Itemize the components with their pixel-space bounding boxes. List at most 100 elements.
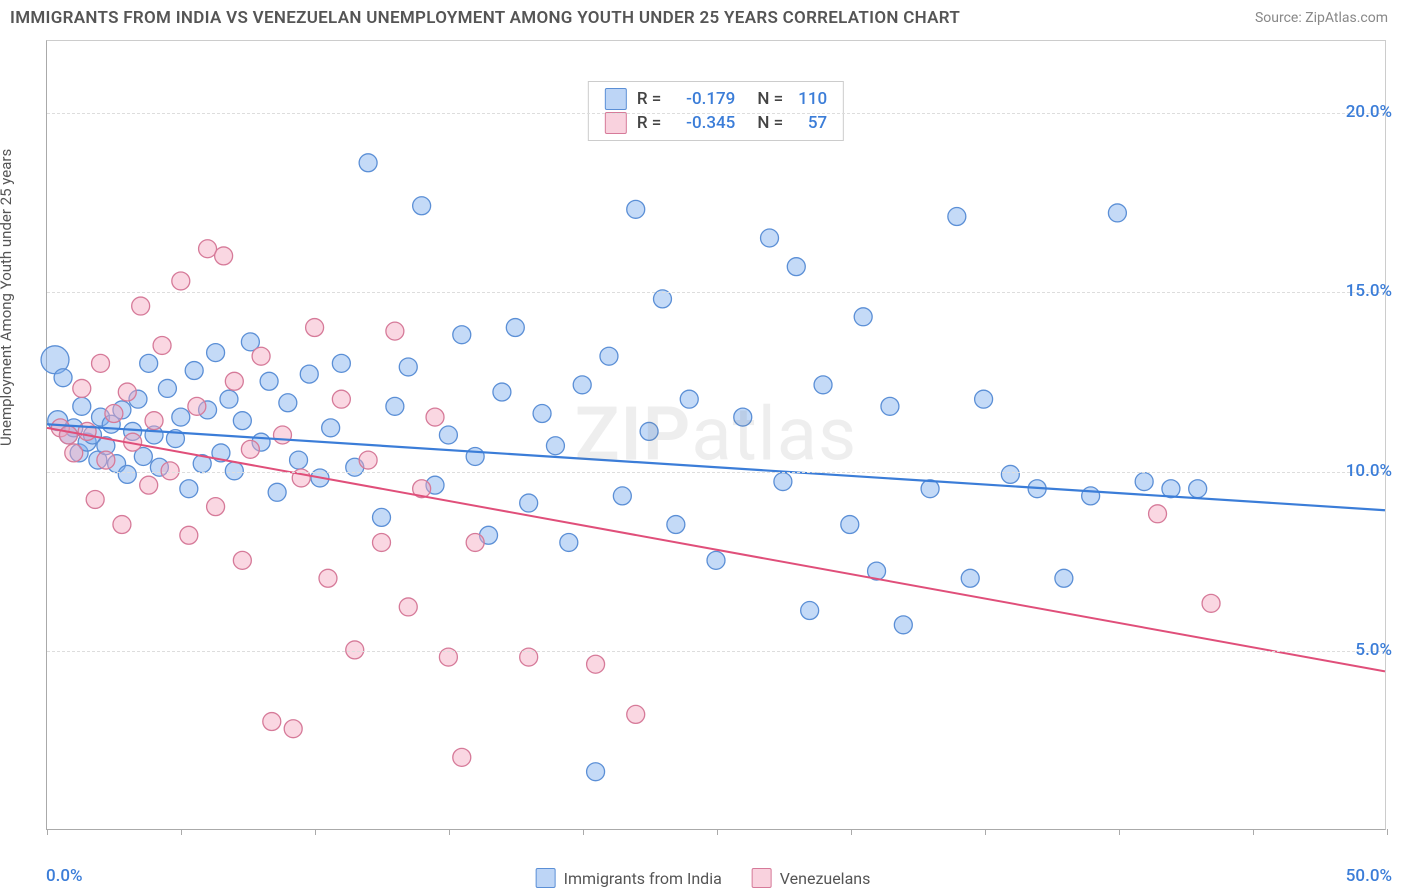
scatter-point-india <box>359 154 377 172</box>
scatter-point-india <box>207 344 225 362</box>
scatter-point-venezuela <box>97 451 115 469</box>
scatter-point-india <box>680 390 698 408</box>
scatter-point-venezuela <box>92 354 110 372</box>
scatter-point-venezuela <box>153 336 171 354</box>
scatter-point-india <box>413 197 431 215</box>
scatter-point-india <box>233 412 251 430</box>
scatter-point-india <box>290 451 308 469</box>
n-label: N = <box>757 113 783 133</box>
scatter-point-venezuela <box>241 440 259 458</box>
gridline <box>47 113 1385 114</box>
scatter-point-india <box>948 208 966 226</box>
chart-container: IMMIGRANTS FROM INDIA VS VENEZUELAN UNEM… <box>0 0 1406 892</box>
scatter-point-venezuela <box>426 408 444 426</box>
scatter-point-india <box>73 397 91 415</box>
scatter-point-india <box>172 408 190 426</box>
r-label: R = <box>637 113 662 133</box>
scatter-point-india <box>300 365 318 383</box>
y-axis-label: Unemployment Among Youth under 25 years <box>0 149 15 446</box>
trendline <box>47 428 1385 672</box>
scatter-point-india <box>975 390 993 408</box>
scatter-point-venezuela <box>78 422 96 440</box>
scatter-point-india <box>373 508 391 526</box>
correlation-legend: R =-0.179N =110R =-0.345N =57 <box>588 81 844 141</box>
scatter-point-india <box>640 422 658 440</box>
scatter-point-venezuela <box>306 319 324 337</box>
legend-item: Venezuelans <box>752 868 871 888</box>
scatter-point-india <box>1189 480 1207 498</box>
scatter-point-venezuela <box>105 405 123 423</box>
scatter-point-india <box>180 480 198 498</box>
scatter-point-india <box>386 397 404 415</box>
scatter-point-india <box>506 319 524 337</box>
scatter-point-india <box>493 383 511 401</box>
scatter-point-india <box>1001 465 1019 483</box>
legend-swatch <box>605 112 627 134</box>
bottom-legend: Immigrants from India Venezuelans <box>536 868 871 888</box>
scatter-point-india <box>854 308 872 326</box>
n-value: 110 <box>793 89 827 109</box>
source-label: Source: ZipAtlas.com <box>1255 10 1388 26</box>
scatter-point-venezuela <box>145 412 163 430</box>
scatter-point-india <box>1108 204 1126 222</box>
r-value: -0.345 <box>671 113 735 133</box>
x-max-label: 50.0% <box>1346 866 1392 886</box>
scatter-point-venezuela <box>263 713 281 731</box>
scatter-point-india <box>761 229 779 247</box>
scatter-point-india <box>118 465 136 483</box>
scatter-point-venezuela <box>1202 594 1220 612</box>
gridline <box>47 472 1385 473</box>
scatter-point-venezuela <box>627 705 645 723</box>
scatter-point-india <box>260 372 278 390</box>
plot-area: ZIPatlas R =-0.179N =110R =-0.345N =57 <box>46 40 1386 830</box>
x-tick <box>181 829 182 835</box>
scatter-point-india <box>332 354 350 372</box>
scatter-point-india <box>587 763 605 781</box>
scatter-point-venezuela <box>172 272 190 290</box>
x-tick <box>1119 829 1120 835</box>
y-tick-label: 10.0% <box>1346 461 1392 481</box>
scatter-point-venezuela <box>180 526 198 544</box>
scatter-point-india <box>520 494 538 512</box>
scatter-point-india <box>279 394 297 412</box>
scatter-point-india <box>707 551 725 569</box>
scatter-point-venezuela <box>346 641 364 659</box>
scatter-point-india <box>573 376 591 394</box>
scatter-point-india <box>399 358 417 376</box>
scatter-point-venezuela <box>466 533 484 551</box>
scatter-point-venezuela <box>225 372 243 390</box>
scatter-point-venezuela <box>215 247 233 265</box>
scatter-point-venezuela <box>118 383 136 401</box>
x-tick <box>1253 829 1254 835</box>
scatter-point-india <box>1055 569 1073 587</box>
source-link[interactable]: ZipAtlas.com <box>1305 10 1388 26</box>
scatter-point-india <box>841 516 859 534</box>
scatter-point-india <box>600 347 618 365</box>
x-tick <box>583 829 584 835</box>
x-tick <box>315 829 316 835</box>
legend-label: Immigrants from India <box>564 869 722 888</box>
scatter-point-venezuela <box>373 533 391 551</box>
scatter-point-venezuela <box>359 451 377 469</box>
scatter-point-venezuela <box>199 240 217 258</box>
scatter-point-venezuela <box>453 748 471 766</box>
x-tick <box>1387 829 1388 835</box>
y-tick-label: 15.0% <box>1346 281 1392 301</box>
scatter-point-india <box>1082 487 1100 505</box>
scatter-point-india <box>814 376 832 394</box>
source-prefix: Source: <box>1255 10 1302 26</box>
scatter-point-india <box>560 533 578 551</box>
scatter-point-india <box>185 362 203 380</box>
scatter-point-india <box>54 369 72 387</box>
x-min-label: 0.0% <box>46 866 83 886</box>
scatter-point-venezuela <box>65 444 83 462</box>
scatter-point-india <box>734 408 752 426</box>
scatter-point-venezuela <box>284 720 302 738</box>
scatter-point-venezuela <box>132 297 150 315</box>
scatter-point-venezuela <box>319 569 337 587</box>
scatter-point-venezuela <box>113 516 131 534</box>
x-tick <box>851 829 852 835</box>
scatter-point-india <box>158 379 176 397</box>
scatter-point-india <box>667 516 685 534</box>
scatter-point-india <box>787 258 805 276</box>
